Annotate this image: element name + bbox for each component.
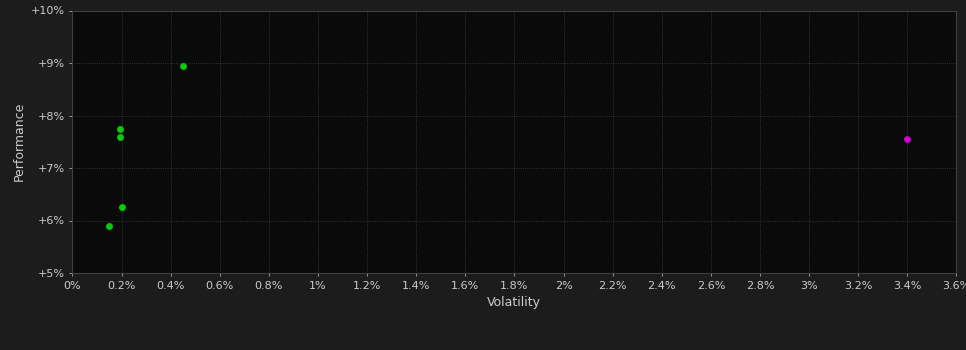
X-axis label: Volatility: Volatility (488, 296, 541, 309)
Point (175, 63, 190, 69)
Point (101, 223, 117, 229)
Point (113, 134, 128, 139)
Y-axis label: Performance: Performance (13, 102, 25, 181)
Point (113, 126, 128, 132)
Point (899, 136, 915, 142)
Point (114, 204, 129, 210)
